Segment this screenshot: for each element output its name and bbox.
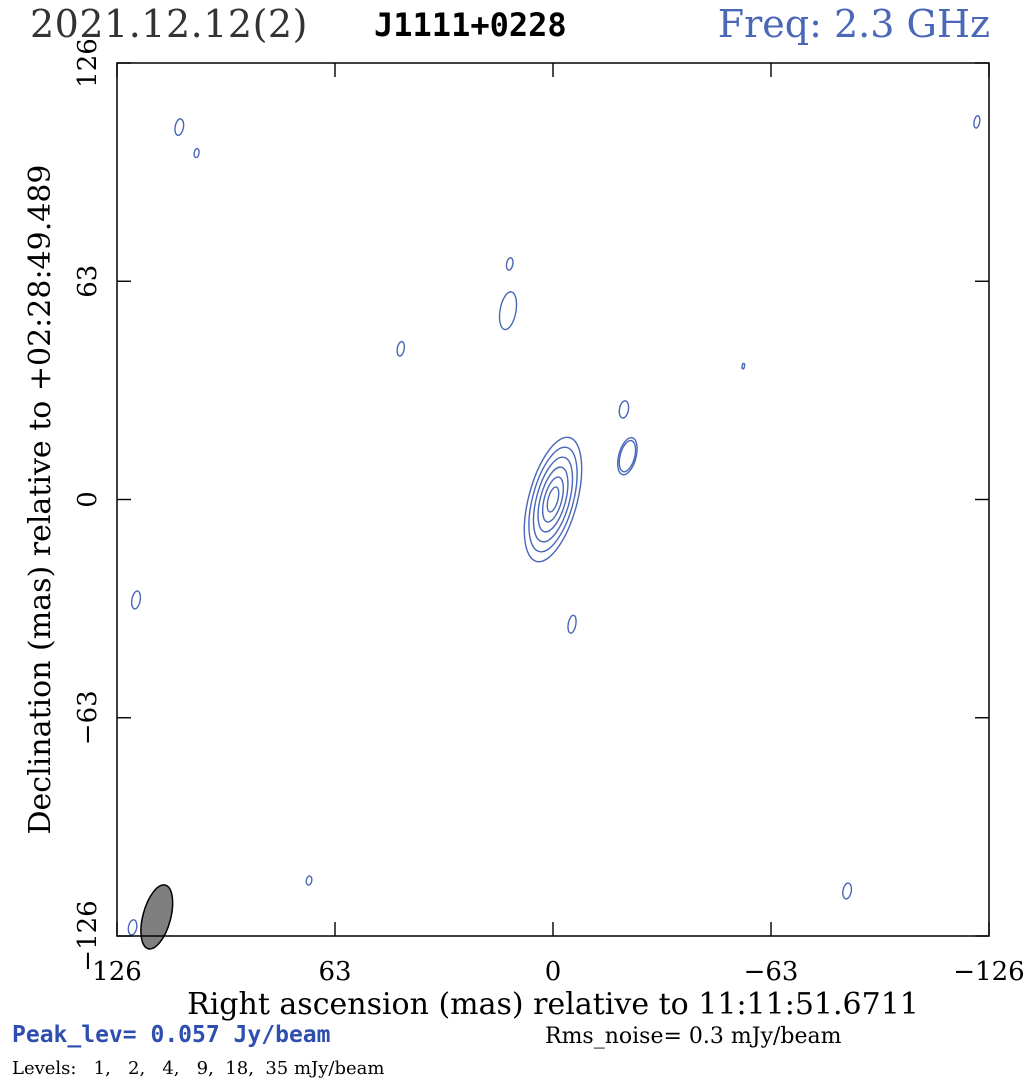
contour-level [127, 919, 138, 936]
contour-level [537, 466, 569, 533]
contour-levels: Levels: 1, 2, 4, 9, 18, 35 mJy/beam [12, 1058, 385, 1079]
contour-level [193, 147, 200, 159]
y-tick-label: 0 [73, 491, 103, 508]
frequency-label: Freq: 2.3 GHz [717, 2, 990, 46]
contour-level [618, 439, 637, 473]
contour-component [127, 919, 138, 936]
contour-level [523, 436, 583, 563]
contour-component [842, 882, 853, 900]
x-tick-label: 63 [318, 957, 351, 987]
contour-component [174, 118, 185, 137]
contour-component [498, 291, 518, 331]
x-tick-labels: 126 63 0 −63 −126 [92, 957, 1024, 987]
contour-level [546, 486, 560, 513]
beam-layer [140, 884, 174, 950]
x-tick-label: 0 [545, 957, 562, 987]
contour-component [973, 115, 981, 129]
contour-level [618, 400, 630, 419]
contour-component [523, 436, 583, 563]
contour-level [567, 614, 577, 634]
beam-ellipse [140, 884, 174, 950]
x-tick-label: −63 [744, 957, 799, 987]
y-axis-label: Declination (mas) relative to +02:28:49.… [23, 164, 58, 834]
contour-level [174, 118, 185, 137]
contour-level [842, 882, 853, 900]
contour-component [616, 436, 638, 476]
peak-level: Peak_lev= 0.057 Jy/beam [12, 1022, 331, 1048]
x-tick-label: −126 [953, 957, 1024, 987]
x-axis-label: Right ascension (mas) relative to 11:11:… [187, 987, 919, 1022]
y-tick-label: −63 [73, 690, 103, 745]
contour-layer [127, 115, 981, 936]
y-tick-label: 63 [73, 265, 103, 298]
y-tick-labels: −126 −63 0 63 126 [73, 38, 103, 972]
contour-level [130, 590, 142, 610]
contour-component [193, 147, 200, 159]
contour-level [528, 446, 578, 553]
contour-level [541, 476, 565, 523]
contour-level [505, 257, 514, 271]
contour-component [567, 614, 577, 634]
contour-level [532, 456, 574, 543]
contour-component [396, 340, 406, 357]
rms-noise: Rms_noise= 0.3 mJy/beam [545, 1024, 842, 1049]
contour-level [498, 291, 518, 331]
contour-level [741, 362, 746, 370]
tick-marks [116, 62, 990, 937]
source-name: J1111+0228 [374, 6, 567, 44]
contour-component [741, 362, 746, 370]
x-tick-label: 126 [92, 957, 142, 987]
y-tick-label: 126 [73, 38, 103, 88]
contour-component [130, 590, 142, 610]
contour-component [618, 400, 630, 419]
contour-level [396, 340, 406, 357]
contour-component [305, 875, 313, 886]
y-tick-label: −126 [73, 900, 103, 971]
contour-component [505, 257, 514, 271]
epoch-label: 2021.12.12(2) [30, 2, 308, 46]
contour-level [616, 436, 638, 476]
contour-level [305, 875, 313, 886]
plot-frame [116, 62, 990, 937]
contour-level [973, 115, 981, 129]
